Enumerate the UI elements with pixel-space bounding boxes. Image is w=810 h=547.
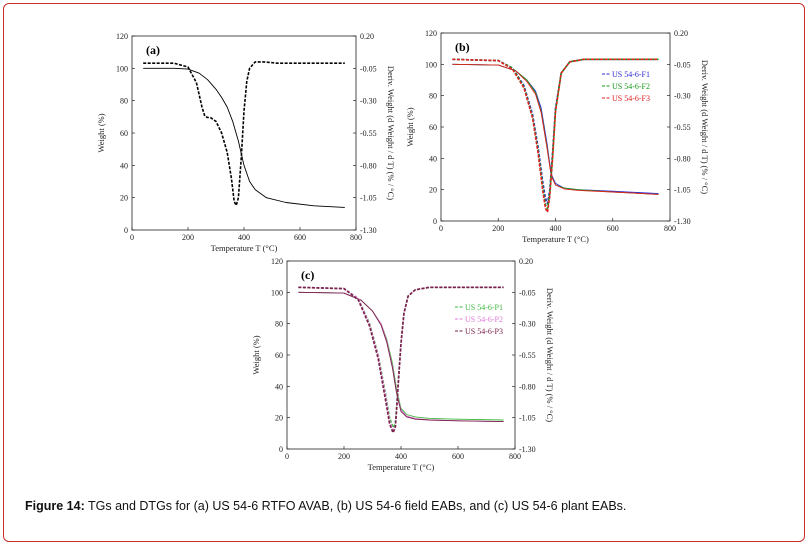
y-tick-label: 20 (275, 414, 283, 423)
y-tick-label: 80 (120, 97, 128, 106)
y-tick-label: 40 (429, 154, 437, 163)
y2-tick-label: -0.80 (519, 382, 536, 391)
x-tick-label: 200 (338, 452, 350, 461)
series-line-deriv-3 (452, 58, 659, 205)
legend-entry: US 54-6-P1 (465, 303, 503, 312)
y-tick-label: 0 (279, 445, 283, 454)
y-tick-label: 40 (275, 382, 283, 391)
y-tick-label: 100 (425, 60, 437, 69)
y2-tick-label: -1.30 (360, 226, 377, 235)
y-tick-label: 80 (429, 92, 437, 101)
y-tick-label: 20 (429, 186, 437, 195)
figure-caption: Figure 14: TGs and DTGs for (a) US 54-6 … (25, 499, 795, 513)
x-tick-label: 200 (492, 224, 504, 233)
panel-label: (c) (301, 268, 314, 282)
y2-tick-label: -0.05 (360, 64, 377, 73)
caption-text: TGs and DTGs for (a) US 54-6 RTFO AVAB, … (84, 499, 627, 513)
y-tick-label: 0 (433, 217, 437, 226)
series-line-weight-2 (298, 291, 504, 423)
plot-area (131, 35, 357, 231)
y2-tick-label: -0.30 (674, 92, 691, 101)
panel-label: (b) (455, 40, 470, 54)
x-tick-label: 800 (664, 224, 676, 233)
chart-panel-c: 0 200 400 600 800 0 20 40 60 80 100 120 0.20 -0.05 -0.… (251, 257, 555, 472)
series-line-deriv-5 (452, 58, 659, 213)
x-tick-label: 0 (130, 233, 134, 242)
y-tick-label: 120 (425, 29, 437, 38)
y2-tick-label: -0.55 (674, 123, 691, 132)
y-tick-label: 120 (271, 257, 283, 266)
y-tick-label: 20 (120, 194, 128, 203)
y2-tick-label: -1.05 (674, 186, 691, 195)
y-tick-label: 60 (429, 123, 437, 132)
y-tick-label: 100 (271, 288, 283, 297)
chart-panel-b: 0 200 400 600 800 0 20 40 60 80 100 120 0.20 -0.05 -0.… (405, 29, 710, 244)
x-axis-label: Temperature T (°C) (368, 462, 435, 472)
legend-entry: US 54-6-F1 (612, 70, 650, 79)
y2-axis-label: Deriv. Weight (d Weight / d T) (% / °C) (386, 66, 396, 200)
panel-label: (a) (146, 43, 160, 57)
series-line-weight-2 (452, 63, 659, 195)
x-tick-label: 0 (285, 452, 289, 461)
y2-tick-label: -0.30 (360, 97, 377, 106)
y2-tick-label: -1.05 (519, 414, 536, 423)
x-axis-label: Temperature T (°C) (522, 234, 589, 244)
caption-label: Figure 14: (25, 499, 85, 513)
y2-tick-label: 0.20 (674, 29, 688, 38)
x-tick-label: 400 (238, 233, 250, 242)
series-line-weight-0 (143, 67, 345, 208)
y-tick-label: 60 (120, 129, 128, 138)
y-axis-label: Weight (%) (96, 113, 106, 152)
legend-entry: US 54-6-F3 (612, 94, 650, 103)
series-line-deriv-5 (298, 286, 504, 434)
x-tick-label: 400 (550, 224, 562, 233)
y2-tick-label: -0.80 (360, 161, 377, 170)
x-axis-label: Temperature T (°C) (211, 243, 278, 253)
figure-frame (3, 3, 805, 542)
legend-entry: US 54-6-F2 (612, 82, 650, 91)
y-axis-label: Weight (%) (405, 107, 415, 146)
y-tick-label: 60 (275, 351, 283, 360)
y2-tick-label: -1.30 (519, 445, 536, 454)
chart-panel-a: 0 200 400 600 800 0 20 40 60 80 100 120 0.20 -0.05 -0.… (96, 32, 396, 253)
legend-entry: US 54-6-P3 (465, 327, 503, 336)
x-tick-label: 800 (509, 452, 521, 461)
y2-tick-label: -1.05 (360, 194, 377, 203)
x-tick-label: 400 (395, 452, 407, 461)
y-tick-label: 120 (116, 32, 128, 41)
x-tick-label: 600 (452, 452, 464, 461)
series-line-deriv-1 (143, 61, 345, 207)
y2-tick-label: -0.80 (674, 154, 691, 163)
y-tick-label: 80 (275, 320, 283, 329)
y2-tick-label: -0.05 (674, 60, 691, 69)
y2-tick-label: 0.20 (360, 32, 374, 41)
x-tick-label: 800 (350, 233, 362, 242)
y2-tick-label: -0.30 (519, 320, 536, 329)
legend-entry: US 54-6-P2 (465, 315, 503, 324)
y-axis-label: Weight (%) (251, 335, 261, 374)
y2-axis-label: Deriv. Weight (d Weight / d T) (% / °C) (700, 60, 710, 194)
y-tick-label: 100 (116, 64, 128, 73)
y2-tick-label: -0.05 (519, 288, 536, 297)
y2-tick-label: -0.55 (360, 129, 377, 138)
x-tick-label: 0 (439, 224, 443, 233)
x-tick-label: 200 (182, 233, 194, 242)
y2-axis-label: Deriv. Weight (d Weight / d T) (% / °C) (545, 288, 555, 422)
x-tick-label: 600 (294, 233, 306, 242)
y2-tick-label: -0.55 (519, 351, 536, 360)
y-tick-label: 40 (120, 161, 128, 170)
y-tick-label: 0 (124, 226, 128, 235)
x-tick-label: 600 (607, 224, 619, 233)
y2-tick-label: 0.20 (519, 257, 533, 266)
y2-tick-label: -1.30 (674, 217, 691, 226)
